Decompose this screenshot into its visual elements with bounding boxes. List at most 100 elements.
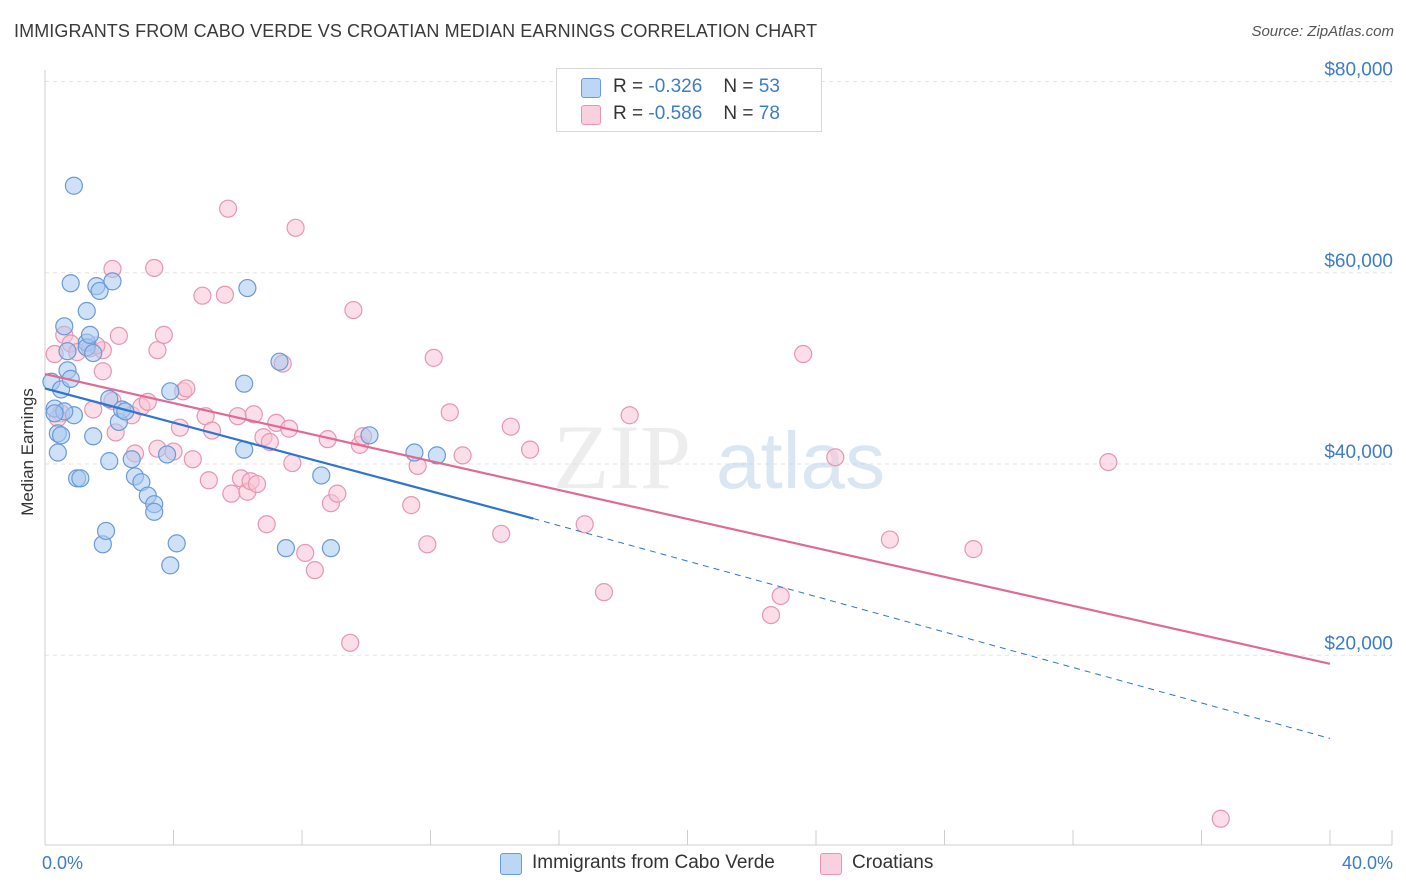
legend-r-value: -0.586 xyxy=(648,103,703,124)
tick-labels: $20,000 $40,000 $60,000 $80,000 0.0% 40.0% xyxy=(42,60,1393,874)
legend-r-value: -0.326 xyxy=(648,76,703,97)
croatians-point xyxy=(826,448,845,467)
legend-n-value: 78 xyxy=(758,103,780,124)
croatians-point xyxy=(964,540,983,559)
croatians-point xyxy=(199,471,218,490)
cabo-verde-point xyxy=(55,317,74,336)
y-tick-label: $20,000 xyxy=(1324,633,1393,654)
legend-n-value: 53 xyxy=(758,76,780,97)
cabo-verde-point xyxy=(235,374,254,393)
cabo-verde-point xyxy=(71,469,90,488)
croatians-point xyxy=(424,348,443,367)
croatians-point xyxy=(219,199,238,218)
croatians-point xyxy=(341,633,360,652)
cabo-verde-point xyxy=(427,446,447,465)
croatians-point xyxy=(177,379,196,398)
trend-lines xyxy=(44,373,1331,739)
croatians-point xyxy=(520,440,540,459)
bottom-legend-label: Immigrants from Cabo Verde xyxy=(532,852,775,873)
x-tick-label: 0.0% xyxy=(42,853,83,873)
cabo-verde-point xyxy=(48,443,67,462)
cabo-verde-point xyxy=(100,389,119,409)
y-axis-label: Median Earnings xyxy=(18,388,37,516)
croatians-point xyxy=(283,453,302,473)
legend-n-label: N = xyxy=(723,76,754,97)
croatians-point xyxy=(492,524,511,543)
cabo-verde-point xyxy=(161,382,180,401)
croatians-point xyxy=(305,561,324,580)
croatians-point xyxy=(215,285,234,304)
croatians-point xyxy=(771,586,790,606)
croatians-point xyxy=(501,417,520,436)
cabo-verde-point xyxy=(103,272,122,291)
legend-r-label: R = xyxy=(613,76,644,97)
watermark-zip: ZIP xyxy=(553,406,691,508)
croatians-point xyxy=(222,484,241,503)
cabo-verde-point xyxy=(96,521,116,541)
cabo-verde-point xyxy=(270,352,289,371)
croatians-point xyxy=(620,406,639,425)
y-tick-label: $60,000 xyxy=(1324,251,1393,272)
source-credit: Source: ZipAtlas.com xyxy=(1251,23,1394,40)
chart-title: IMMIGRANTS FROM CABO VERDE VS CROATIAN M… xyxy=(14,21,818,41)
croatians-point xyxy=(109,326,128,345)
croatians-trend-line xyxy=(44,373,1331,665)
axes-layer xyxy=(44,70,1393,846)
croatians-point xyxy=(794,344,813,364)
cabo-verde-point xyxy=(64,176,84,195)
croatians-point xyxy=(328,484,347,503)
cabo-verde-point xyxy=(276,539,296,558)
watermark: ZIP atlas xyxy=(553,406,885,508)
bottom-legend-label: Croatians xyxy=(852,852,934,873)
stats-legend: R = -0.326 N = 53 R = -0.586 N = 78 xyxy=(556,68,822,132)
croatians-point xyxy=(1099,452,1118,472)
bottom-legend-swatch-blue xyxy=(500,853,522,875)
cabo-verde-point xyxy=(84,343,103,363)
cabo-verde-trend-extension xyxy=(533,518,1331,739)
legend-swatch-blue xyxy=(581,78,601,98)
croatians-point xyxy=(594,583,614,602)
croatians-point xyxy=(453,446,472,465)
cabo-verde-point xyxy=(45,404,64,423)
croatians-point xyxy=(296,543,315,563)
cabo-verde-point xyxy=(61,274,80,293)
croatians-point xyxy=(440,403,459,422)
cabo-verde-point xyxy=(321,539,341,558)
croatians-point xyxy=(148,341,167,360)
cabo-verde-point xyxy=(51,426,71,445)
croatians-point xyxy=(154,325,173,345)
cabo-verde-point xyxy=(157,445,177,464)
cabo-verde-point xyxy=(167,534,186,553)
cabo-verde-point xyxy=(360,426,379,445)
y-tick-label: $80,000 xyxy=(1324,60,1393,81)
croatians-point xyxy=(183,450,202,469)
cabo-verde-point xyxy=(122,450,141,469)
croatians-point xyxy=(247,474,267,494)
x-tick-label: 40.0% xyxy=(1342,853,1393,873)
cabo-verde-point xyxy=(312,466,331,485)
cabo-verde-point xyxy=(238,278,257,298)
croatians-point xyxy=(244,405,263,424)
croatians-points xyxy=(45,199,1230,828)
croatians-point xyxy=(1211,809,1230,828)
cabo-verde-point xyxy=(80,325,100,345)
cabo-verde-point xyxy=(90,281,109,301)
croatians-point xyxy=(575,515,594,534)
cabo-verde-points xyxy=(42,176,447,575)
cabo-verde-point xyxy=(145,502,164,521)
croatians-point xyxy=(193,286,212,305)
cabo-verde-point xyxy=(77,301,96,321)
watermark-atlas: atlas xyxy=(716,416,885,505)
cabo-verde-point xyxy=(161,556,180,575)
croatians-point xyxy=(145,258,164,278)
croatians-point xyxy=(761,605,781,625)
croatians-point xyxy=(418,535,437,554)
cabo-verde-point xyxy=(84,427,103,446)
cabo-verde-trend-line xyxy=(44,387,534,520)
cabo-verde-point xyxy=(58,342,77,361)
croatians-point xyxy=(344,300,363,320)
croatians-point xyxy=(93,362,112,381)
croatians-point xyxy=(286,218,305,237)
bottom-legend-swatch-pink xyxy=(820,853,842,875)
